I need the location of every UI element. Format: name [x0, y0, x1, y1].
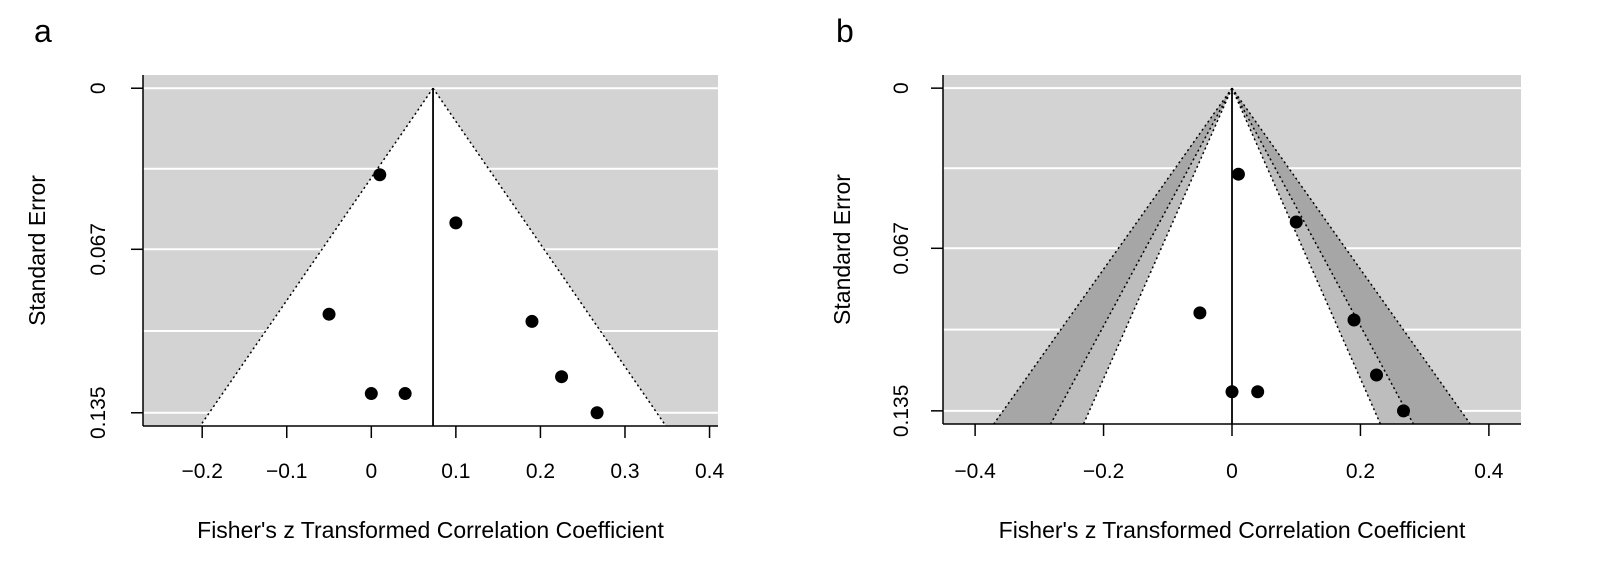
- study-point: [1289, 215, 1303, 229]
- funnel-plot-panel-a: a 0 0.067 0.135 −0.2 −0.1 0 0.1 0.2 0.3 0.4 Fisher'…: [24, 13, 724, 543]
- study-point: [1225, 385, 1239, 399]
- study-point: [373, 168, 387, 182]
- panel-label-a: a: [34, 13, 52, 49]
- y-tick-label: 0: [890, 82, 913, 94]
- study-point: [1396, 404, 1410, 418]
- y-axis-label: Standard Error: [24, 175, 50, 326]
- study-point: [1370, 368, 1383, 382]
- x-tick-label: −0.2: [181, 460, 222, 483]
- funnel-boundary-line: [1082, 87, 1233, 424]
- study-point: [1251, 385, 1265, 399]
- y-axis-label: Standard Error: [829, 174, 855, 325]
- x-tick-label: −0.4: [954, 460, 996, 483]
- funnel-boundary-line: [1049, 87, 1233, 424]
- panel-label-b: b: [836, 13, 854, 49]
- x-axis-label: Fisher's z Transformed Correlation Coeff…: [999, 517, 1466, 543]
- study-point: [364, 387, 378, 401]
- funnel-boundary-line: [199, 87, 434, 426]
- funnel-boundary-line: [1231, 87, 1415, 424]
- x-tick-label: 0.4: [695, 460, 725, 483]
- study-point: [1231, 167, 1245, 181]
- y-tick-label: 0.067: [87, 223, 110, 276]
- funnel-boundary-line: [432, 87, 667, 426]
- study-point: [398, 387, 412, 401]
- x-tick-label: 0: [365, 460, 377, 483]
- x-tick-label: −0.2: [1083, 460, 1124, 483]
- study-point: [590, 406, 604, 420]
- study-point: [555, 370, 569, 384]
- study-point: [1347, 313, 1361, 327]
- study-point: [322, 307, 336, 321]
- y-tick-label: 0.135: [890, 385, 913, 438]
- x-axis-label: Fisher's z Transformed Correlation Coeff…: [197, 517, 664, 543]
- x-tick-label: 0.2: [1346, 460, 1375, 483]
- x-tick-label: 0.2: [526, 460, 555, 483]
- funnel-boundary-line: [993, 87, 1233, 424]
- study-point: [449, 216, 463, 230]
- y-tick-label: 0.067: [890, 222, 913, 275]
- x-tick-label: 0.1: [441, 460, 470, 483]
- study-point: [1193, 306, 1207, 320]
- x-tick-label: 0: [1226, 460, 1238, 483]
- study-point: [525, 314, 539, 328]
- x-tick-label: 0.4: [1474, 460, 1504, 483]
- x-tick-label: −0.1: [266, 460, 307, 483]
- funnel-plot-panel-b: b 0 0.067 0.135 −0.4 −0.2 0 0.2 0.4 Fisher's z Tr…: [829, 13, 1521, 543]
- x-tick-label: 0.3: [610, 460, 639, 483]
- y-tick-label: 0: [87, 82, 110, 94]
- funnel-boundary-line: [1231, 87, 1471, 424]
- funnel-boundary-line: [1231, 87, 1382, 424]
- y-tick-label: 0.135: [87, 386, 110, 439]
